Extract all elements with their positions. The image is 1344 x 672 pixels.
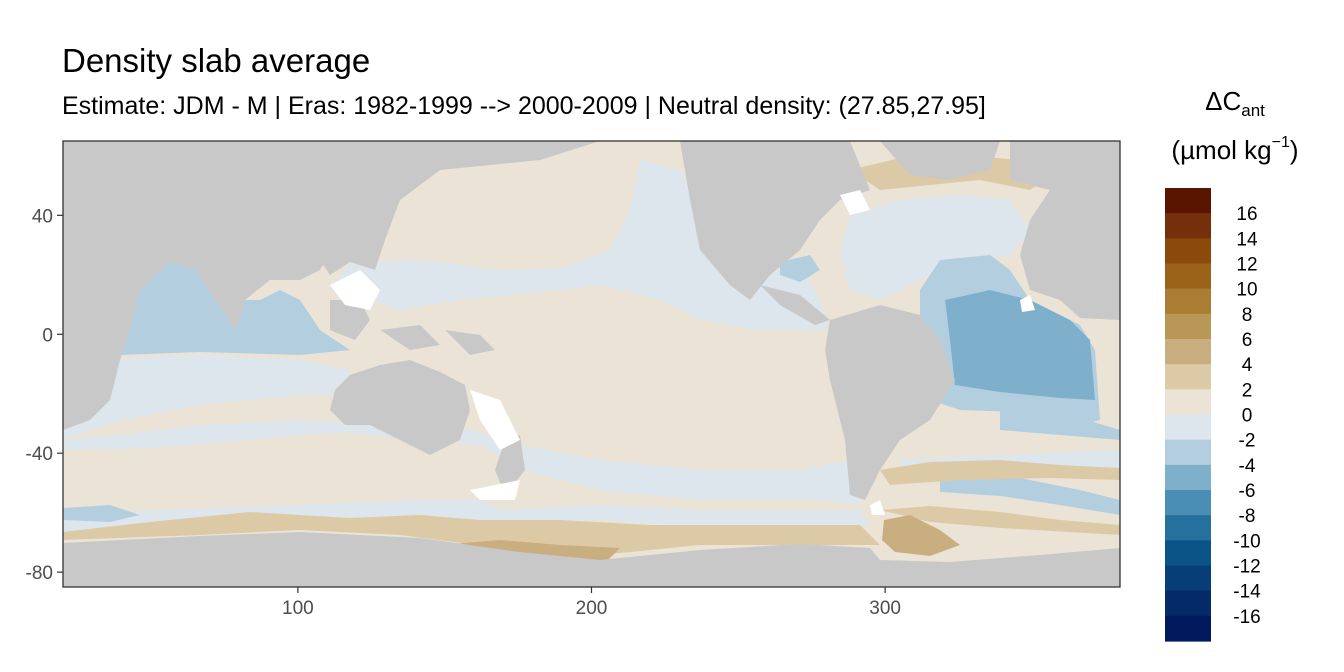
legend-swatch [1165, 464, 1211, 491]
y-tick-label: -40 [26, 444, 53, 465]
coast-gap-south [470, 480, 520, 500]
coast-gap-labrador [840, 190, 870, 215]
legend-swatch [1165, 339, 1211, 365]
afro-eurasia-east [1010, 141, 1120, 320]
legend-label: -14 [1233, 582, 1261, 603]
legend-label: -16 [1233, 607, 1260, 628]
australia [330, 360, 470, 455]
new-zealand [495, 435, 525, 495]
legend-colorbar: 16 14 12 10 8 6 4 2 0 -2 -4 -6 -8 -10 -12 -14 -16 [1165, 188, 1261, 642]
y-tick-label: 40 [32, 206, 53, 227]
atlantic-dark [945, 290, 1095, 400]
legend-label: 14 [1236, 229, 1258, 250]
north-pacific-light [330, 160, 830, 330]
y-tick-label: -80 [26, 563, 53, 584]
legend-label: -10 [1233, 531, 1260, 552]
legend-swatch [1165, 439, 1211, 466]
legend-unit-close: ) [1289, 135, 1299, 165]
legend-label: 0 [1242, 406, 1253, 427]
legend-swatch [1165, 515, 1211, 541]
x-tick-label: 300 [869, 598, 901, 619]
pos2-bands [63, 155, 1120, 555]
legend-swatch [1165, 188, 1211, 214]
legend-swatch [1165, 565, 1211, 592]
plot-subtitle: Estimate: JDM - M | Eras: 1982-1999 --> … [62, 92, 986, 120]
legend-title-unit: (µmol kg−1) [1160, 134, 1310, 166]
coast-gaps [330, 190, 1035, 515]
south-atlantic-medium-2 [1000, 410, 1120, 440]
legend-swatch [1165, 238, 1211, 265]
y-tick-label: 0 [42, 325, 53, 346]
legend-swatch [1165, 288, 1211, 315]
y-axis: 40 0 -40 -80 [26, 206, 63, 584]
legend-symbol-sub: ant [1241, 101, 1265, 120]
legend-swatch [1165, 364, 1211, 390]
legend-label: 10 [1236, 280, 1257, 301]
maritime-se-asia [330, 300, 370, 340]
legend-swatch [1165, 490, 1211, 516]
legend-swatch [1165, 213, 1211, 239]
greenland [880, 141, 1000, 180]
weddell-pos-band [880, 506, 1120, 535]
legend-symbol-main: ΔC [1205, 86, 1242, 116]
southern-light-band [63, 420, 860, 505]
south-atlantic-pos [880, 460, 1120, 485]
south-atlantic-medium [940, 478, 1120, 515]
indian-light-band [63, 355, 350, 440]
legend-swatch [1165, 615, 1211, 642]
legend-label: -4 [1239, 456, 1256, 477]
legend-label: -2 [1239, 431, 1256, 452]
legend-unit-main: (µmol kg [1171, 135, 1272, 165]
southern-medium-patch [63, 505, 140, 522]
coast-gap-scs [330, 270, 380, 310]
legend-label: 12 [1236, 255, 1257, 276]
new-guinea [445, 330, 495, 355]
coast-gap-guinea [1020, 295, 1035, 312]
weddell-pos [882, 515, 960, 556]
legend-label: -12 [1233, 557, 1260, 578]
afro-eurasia-west [63, 141, 360, 430]
legend-unit-exp: −1 [1271, 134, 1290, 151]
north-atlantic-light [840, 195, 1030, 300]
asia-east [320, 141, 600, 275]
plot-title: Density slab average [62, 42, 371, 79]
legend-label: -8 [1239, 506, 1256, 527]
legend-label: 16 [1236, 204, 1257, 225]
legend-swatch [1165, 414, 1211, 441]
legend-swatch [1165, 389, 1211, 416]
antarctica [63, 532, 1120, 587]
indonesia-island [380, 325, 440, 350]
legend-swatch [1165, 540, 1211, 567]
x-tick-label: 100 [282, 598, 314, 619]
legend-swatch [1165, 590, 1211, 617]
legend-swatch [1165, 313, 1211, 340]
x-axis: 100 200 300 [282, 587, 901, 619]
legend-label: 4 [1242, 355, 1253, 376]
coast-gap-tasman [470, 390, 520, 450]
neg6-bands [945, 290, 1095, 400]
map-panel [63, 141, 1120, 587]
antarctic-pos-band [63, 512, 880, 555]
legend-label: 6 [1242, 330, 1253, 351]
x-tick-label: 200 [576, 598, 608, 619]
south-america [825, 305, 955, 500]
legend-label: -6 [1239, 481, 1256, 502]
legend-swatch [1165, 263, 1211, 290]
central-america [760, 285, 830, 325]
legend-label: 2 [1242, 380, 1253, 401]
southern-light-band-2 [63, 500, 870, 532]
coast-gap-drake [870, 500, 885, 515]
legend-title-symbol: ΔCant [1160, 86, 1310, 121]
north-america [680, 141, 870, 300]
caribbean-medium [780, 255, 820, 282]
land-masses [63, 141, 1120, 587]
legend-label: 8 [1242, 305, 1253, 326]
